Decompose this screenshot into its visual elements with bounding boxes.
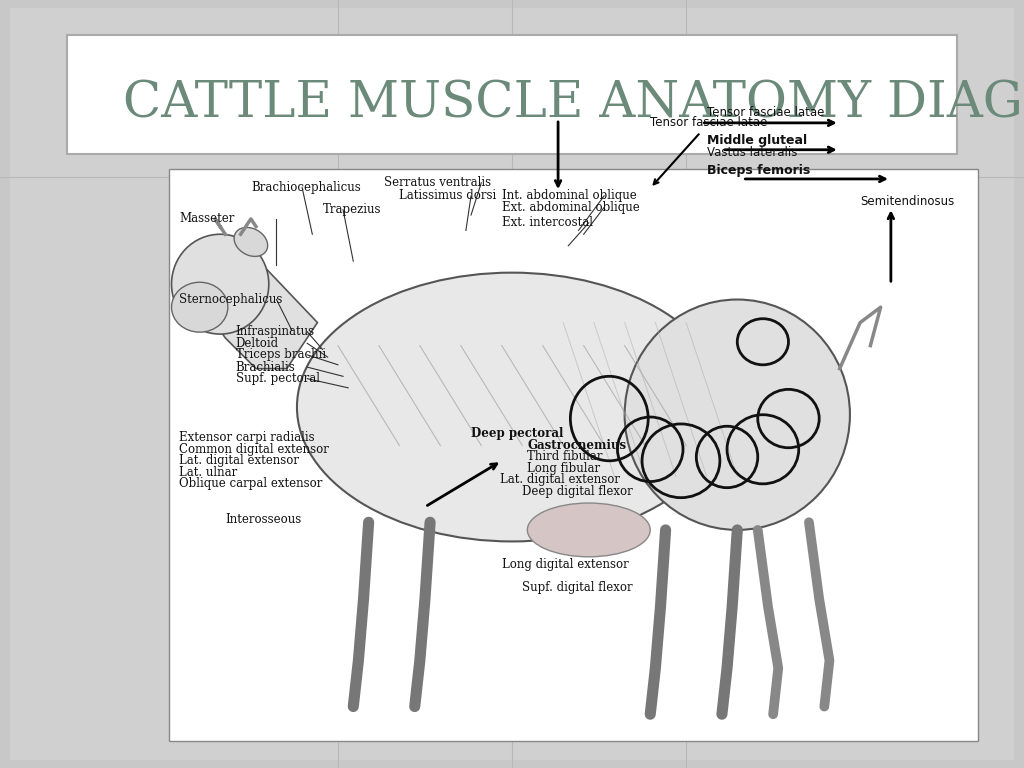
Text: Triceps brachii: Triceps brachii: [236, 349, 326, 361]
FancyBboxPatch shape: [10, 8, 1014, 760]
Text: Deep pectoral: Deep pectoral: [471, 428, 563, 440]
Ellipse shape: [625, 300, 850, 530]
Text: Latissimus dorsi: Latissimus dorsi: [399, 190, 497, 202]
Text: Serratus ventralis: Serratus ventralis: [384, 177, 492, 189]
Text: Deep digital flexor: Deep digital flexor: [522, 485, 633, 498]
Text: Brachiocephalicus: Brachiocephalicus: [251, 181, 360, 194]
Text: Vastus lateralis: Vastus lateralis: [707, 146, 797, 159]
Ellipse shape: [234, 227, 267, 257]
Text: Masseter: Masseter: [179, 213, 234, 225]
Ellipse shape: [172, 283, 228, 333]
Text: Tensor fasciae latae: Tensor fasciae latae: [707, 106, 824, 119]
Text: Extensor carpi radialis: Extensor carpi radialis: [179, 432, 314, 444]
Ellipse shape: [297, 273, 727, 541]
Text: Oblique carpal extensor: Oblique carpal extensor: [179, 478, 323, 490]
FancyBboxPatch shape: [169, 169, 978, 741]
Text: Long fibular: Long fibular: [527, 462, 600, 475]
Text: Third fibular: Third fibular: [527, 451, 603, 463]
Text: Middle gluteal: Middle gluteal: [707, 134, 807, 147]
Text: Semitendinosus: Semitendinosus: [860, 195, 954, 207]
Text: Ext. abdominal oblique: Ext. abdominal oblique: [502, 201, 640, 214]
Text: Tensor fasciae latae: Tensor fasciae latae: [650, 117, 768, 184]
Text: Infraspinatus: Infraspinatus: [236, 326, 314, 338]
Text: Common digital extensor: Common digital extensor: [179, 443, 329, 455]
Text: Lat. ulnar: Lat. ulnar: [179, 466, 238, 478]
Text: CATTLE MUSCLE ANATOMY DIAGRAM: CATTLE MUSCLE ANATOMY DIAGRAM: [123, 79, 1024, 128]
Text: Deltoid: Deltoid: [236, 337, 279, 349]
Text: Supf. pectoral: Supf. pectoral: [236, 372, 319, 385]
Polygon shape: [195, 246, 317, 369]
Text: Supf. digital flexor: Supf. digital flexor: [522, 581, 633, 594]
Text: Lat. digital extensor: Lat. digital extensor: [500, 474, 620, 486]
Text: Lat. digital extensor: Lat. digital extensor: [179, 455, 299, 467]
Text: Brachialis: Brachialis: [236, 361, 295, 373]
Text: Interosseous: Interosseous: [225, 514, 301, 526]
FancyBboxPatch shape: [67, 35, 957, 154]
Text: Trapezius: Trapezius: [323, 204, 381, 216]
Text: Sternocephalicus: Sternocephalicus: [179, 293, 283, 306]
Text: Biceps femoris: Biceps femoris: [707, 164, 810, 177]
Text: Long digital extensor: Long digital extensor: [502, 558, 629, 571]
Text: Int. abdominal oblique: Int. abdominal oblique: [502, 190, 637, 202]
Ellipse shape: [171, 234, 268, 334]
Ellipse shape: [527, 503, 650, 557]
Text: Gastrocnemius: Gastrocnemius: [527, 439, 627, 452]
Text: Ext. intercostal: Ext. intercostal: [502, 217, 593, 229]
